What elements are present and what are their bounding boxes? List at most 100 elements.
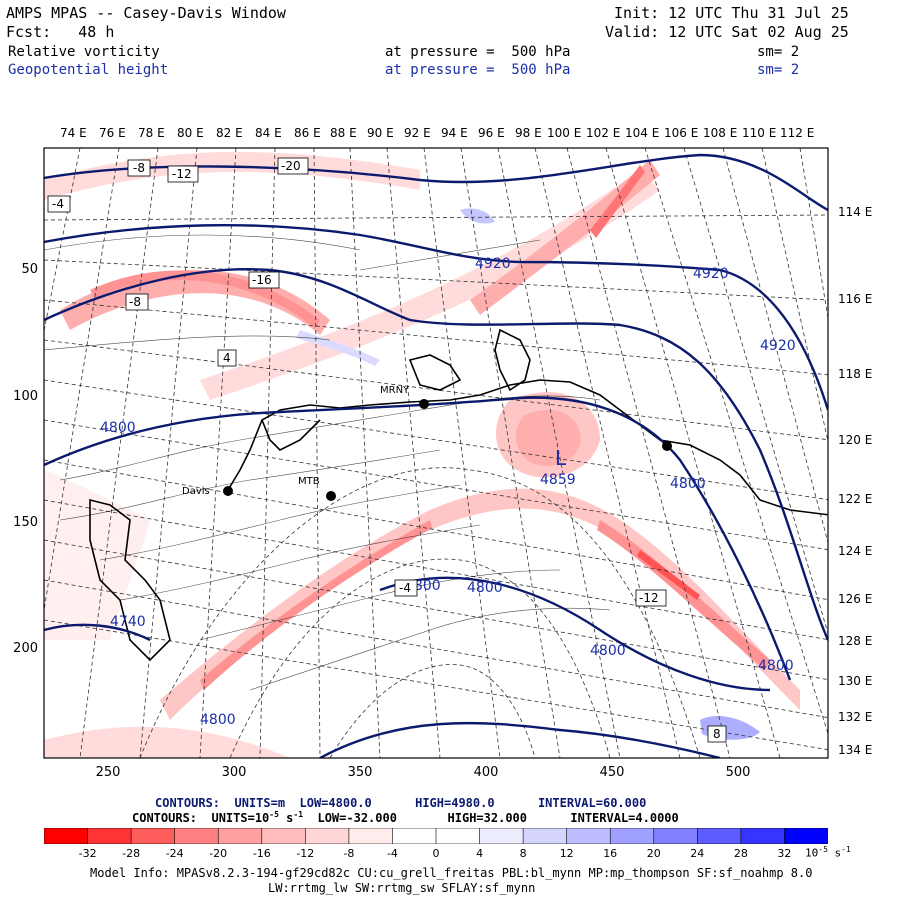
grid-y-tick: 100 [13,389,38,404]
lon-label: 118 E [838,367,873,381]
vorticity-contour-info: CONTOURS: UNITS=10-5 s-1 LOW=-32.000 HIG… [132,810,679,825]
grid-x-tick: 500 [725,765,751,780]
vort-label: -8 [133,161,145,175]
lon-label: 112 E [780,126,815,140]
height-label: 4920 [693,266,729,282]
low-marker: L [555,446,567,470]
vort-label: -4 [399,581,411,595]
lon-label: 86 E [294,126,321,140]
lon-label: 96 E [478,126,505,140]
lon-label: 76 E [99,126,126,140]
colorbar-swatch [522,828,568,844]
model-info-line2: LW:rrtmg_lw SW:rrtmg_sw SFLAY:sf_mynn [268,881,536,895]
vort-label: -20 [281,159,301,173]
height-label: 4859 [540,472,576,488]
colorbar-swatch [44,828,89,844]
lon-label: 74 E [60,126,87,140]
height-contour-info: CONTOURS: UNITS=m LOW=4800.0 HIGH=4980.0… [155,796,647,810]
colorbar-tick-label: -4 [386,847,398,860]
colorbar [44,828,828,844]
lon-label: 78 E [138,126,165,140]
colorbar-swatch [348,828,394,844]
stations: Davis MTB MRNY [182,385,672,501]
colorbar-tick-label: 32 [777,847,792,860]
colorbar-swatch [566,828,612,844]
grid-x-tick: 350 [347,765,373,780]
latitude-graticule [139,467,701,758]
lon-label: 126 E [838,592,873,606]
vort-label: -16 [252,273,272,287]
grid-x-tick: 450 [599,765,625,780]
height-label: 4920 [475,256,511,272]
colorbar-tick-label: -32 [78,847,97,860]
lon-label: 122 E [838,492,873,506]
colorbar-tick-label: 8 [519,847,527,860]
grid-x-tick: 250 [95,765,121,780]
colorbar-swatch [87,828,132,844]
colorbar-swatch [174,828,220,844]
vort-label: 4 [223,351,231,365]
grid-y-tick: 150 [13,515,38,530]
colorbar-swatch [479,828,524,844]
colorbar-swatch [740,828,786,844]
lon-label: 108 E [703,126,738,140]
field1-smooth: sm= 2 [757,44,800,60]
height-label: 4800 [590,643,626,659]
lon-label: 114 E [838,205,873,219]
lon-label: 102 E [586,126,621,140]
lon-label: 128 E [838,634,873,648]
colorbar-swatch [609,828,655,844]
lon-label: 80 E [177,126,204,140]
geopotential-contours [44,153,828,758]
grid-x-tick: 400 [473,765,499,780]
grid-y-tick: 200 [13,641,38,656]
lon-label: 94 E [441,126,468,140]
vorticity-shading [44,151,800,758]
colorbar-tick-label: 4 [476,847,484,860]
field1-level: at pressure = 500 hPa [385,44,571,60]
grid-x-tick: 300 [221,765,247,780]
station-label: MRNY [380,385,410,396]
lon-label: 104 E [625,126,660,140]
lon-label: 98 E [515,126,542,140]
field2-name: Geopotential height [8,62,169,78]
lon-label: 116 E [838,292,873,306]
valid-time: Valid: 12 UTC Sat 02 Aug 25 [605,23,849,41]
colorbar-tick-label: -28 [122,847,141,860]
colorbar-swatch [392,828,437,844]
station-label: MTB [298,476,320,487]
colorbar-swatch [697,828,742,844]
lon-label: 100 E [547,126,582,140]
vort-label: -4 [52,197,64,211]
colorbar-tick-label: 12 [559,847,574,860]
vort-label: -12 [172,167,192,181]
colorbar-tick-label: 20 [646,847,661,860]
colorbar-tick-label: -8 [343,847,355,860]
colorbar-tick-label: 24 [690,847,705,860]
lon-label: 84 E [255,126,282,140]
lon-label: 90 E [367,126,394,140]
station-label: Davis [182,486,210,497]
terrain-contours [44,234,611,691]
colorbar-tick-label: 28 [733,847,748,860]
height-label: 4740 [110,614,146,630]
lon-label: 106 E [664,126,699,140]
height-label: 4800 [467,580,503,596]
grid-y-tick: 50 [21,262,38,277]
plot-title: AMPS MPAS -- Casey-Davis Window [6,4,286,22]
colorbar-swatch [217,828,263,844]
field1-name: Relative vorticity [8,44,160,60]
colorbar-swatches [44,828,828,844]
vort-label: 8 [713,727,721,741]
colorbar-tick-label: 16 [603,847,618,860]
colorbar-swatch [261,828,307,844]
vort-label: -8 [129,295,141,309]
colorbar-tick-label: -24 [165,847,184,860]
colorbar-tick-label: -12 [296,847,315,860]
longitude-graticule [44,148,828,758]
height-label: 4800 [200,712,236,728]
height-label: 4800 [100,420,136,436]
vorticity-labels: -8 -12 -4 -20 -16 -8 4 8 -12 -4 [47,157,727,743]
colorbar-tick-label: -16 [252,847,271,860]
height-label: 4800 [670,476,706,492]
